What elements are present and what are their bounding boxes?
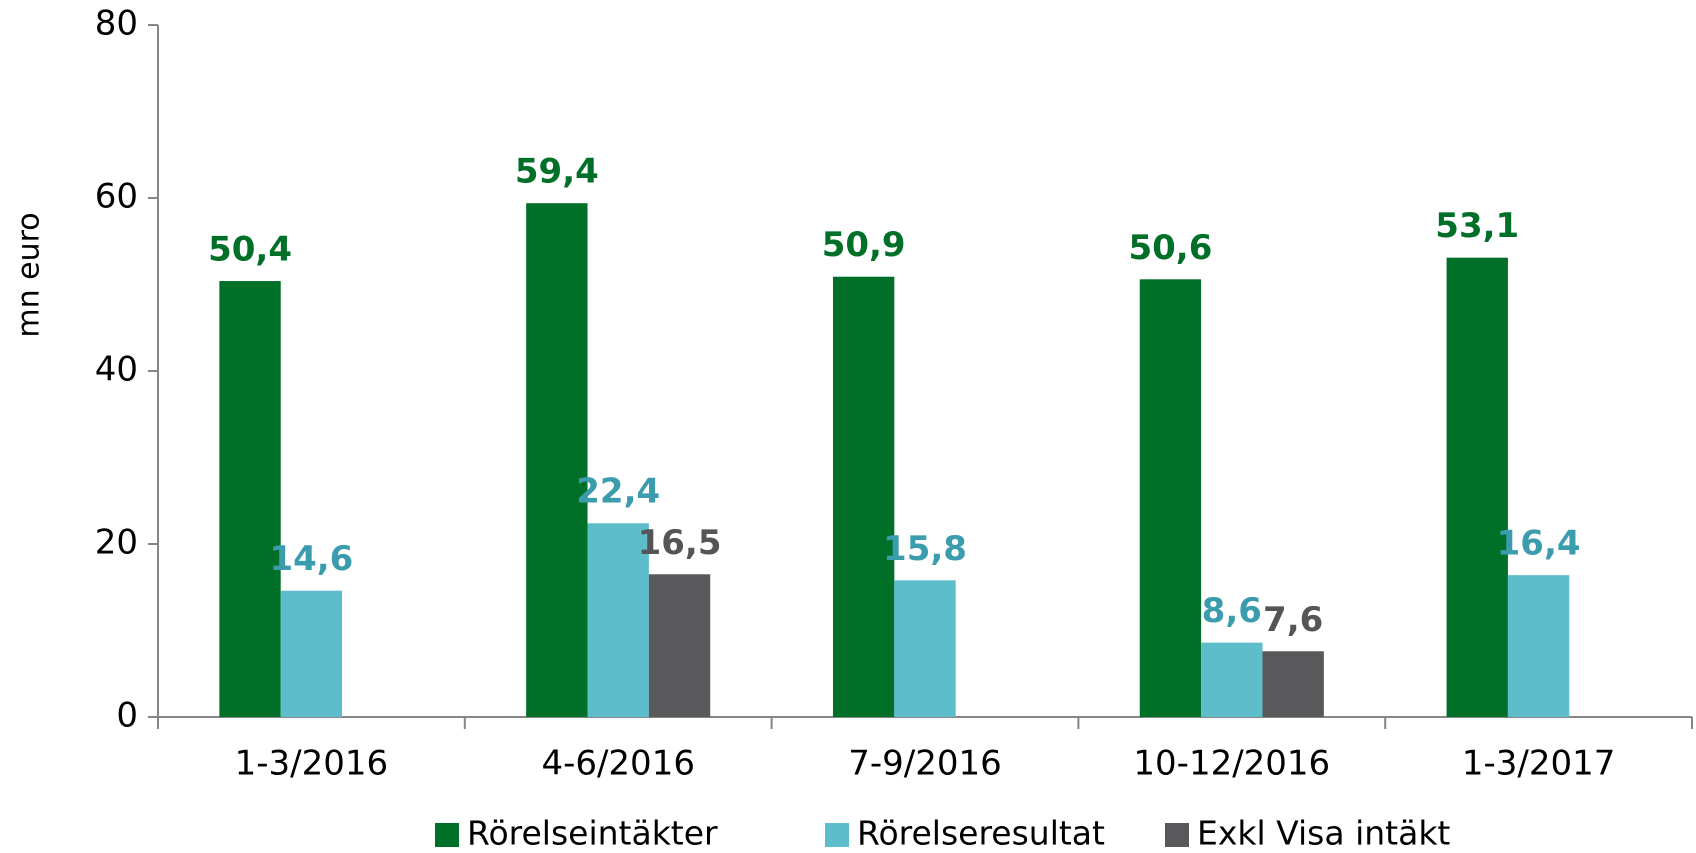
value-label: 15,8 [883,529,967,569]
value-label: 7,6 [1263,600,1323,640]
bar [648,574,711,717]
x-tick-label: 7-9/2016 [848,744,1002,784]
bar [1262,651,1324,717]
value-label: 14,6 [269,539,353,579]
legend-label: Exkl Visa intäkt [1197,814,1450,853]
value-label: 16,5 [638,523,722,563]
x-tick-label: 1-3/2017 [1462,744,1616,784]
bar [219,281,281,717]
bar [894,580,956,717]
legend-label: Rörelseintäkter [467,814,718,853]
x-tick-label: 10-12/2016 [1133,744,1330,784]
y-tick-label: 40 [95,350,138,390]
bar [832,276,895,717]
legend-label: Rörelseresultat [857,814,1105,853]
y-tick-label: 0 [116,696,138,736]
x-tick-label: 1-3/2016 [235,744,389,784]
legend-swatch [825,823,849,847]
bar [526,203,588,717]
bar [280,590,343,717]
bar [1139,279,1202,717]
y-tick-label: 60 [95,177,138,217]
bar [1201,642,1263,717]
value-label: 22,4 [576,472,660,512]
value-label: 53,1 [1435,206,1519,246]
value-label: 8,6 [1202,591,1262,631]
value-label: 50,6 [1128,228,1212,268]
x-tick-label: 4-6/2016 [541,744,695,784]
legend-swatch [1165,823,1189,847]
y-tick-label: 80 [95,4,138,44]
bar [587,523,649,717]
y-axis-title: mn euro [12,212,47,337]
value-label: 50,4 [208,230,292,270]
bar [1507,575,1570,717]
y-tick-label: 20 [95,523,138,563]
value-label: 59,4 [515,152,599,192]
value-label: 16,4 [1497,524,1581,564]
value-label: 50,9 [822,225,906,265]
bar [1446,257,1508,717]
legend-swatch [435,823,459,847]
